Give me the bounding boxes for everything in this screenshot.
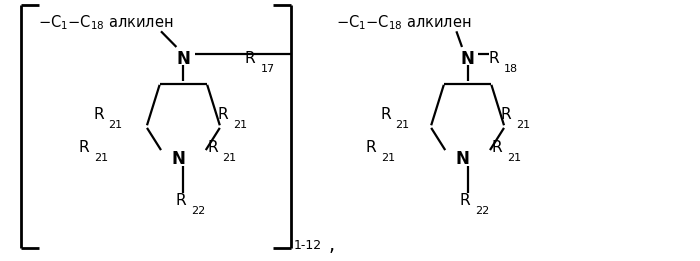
Text: N: N <box>176 50 190 68</box>
Text: 21: 21 <box>516 120 530 130</box>
Text: 22: 22 <box>191 206 205 216</box>
Text: R: R <box>176 193 186 209</box>
Text: R: R <box>78 140 89 155</box>
Text: 22: 22 <box>475 206 489 216</box>
Text: 21: 21 <box>507 153 521 163</box>
Text: R: R <box>380 107 391 122</box>
Text: 21: 21 <box>395 120 409 130</box>
Text: R: R <box>245 51 255 66</box>
Text: 21: 21 <box>381 153 395 163</box>
Text: N: N <box>172 150 186 168</box>
Text: 18: 18 <box>504 64 518 74</box>
Text: R: R <box>207 140 218 155</box>
Text: R: R <box>460 193 470 209</box>
Text: N: N <box>461 50 475 68</box>
Text: ,: , <box>329 236 335 255</box>
Text: N: N <box>456 150 470 168</box>
Text: R: R <box>218 107 228 122</box>
Text: 21: 21 <box>108 120 122 130</box>
Text: R: R <box>365 140 376 155</box>
Text: 1-12: 1-12 <box>294 239 322 252</box>
Text: 21: 21 <box>94 153 108 163</box>
Text: 21: 21 <box>223 153 237 163</box>
Text: R: R <box>491 140 502 155</box>
Text: 21: 21 <box>233 120 247 130</box>
Text: $\mathsf{-C_1{-}C_{18}}$ алкилен: $\mathsf{-C_1{-}C_{18}}$ алкилен <box>38 13 174 32</box>
Text: $\mathsf{-C_1{-}C_{18}}$ алкилен: $\mathsf{-C_1{-}C_{18}}$ алкилен <box>336 13 472 32</box>
Text: 17: 17 <box>260 64 274 74</box>
Text: R: R <box>93 107 104 122</box>
Text: R: R <box>489 51 499 66</box>
Text: R: R <box>500 107 511 122</box>
